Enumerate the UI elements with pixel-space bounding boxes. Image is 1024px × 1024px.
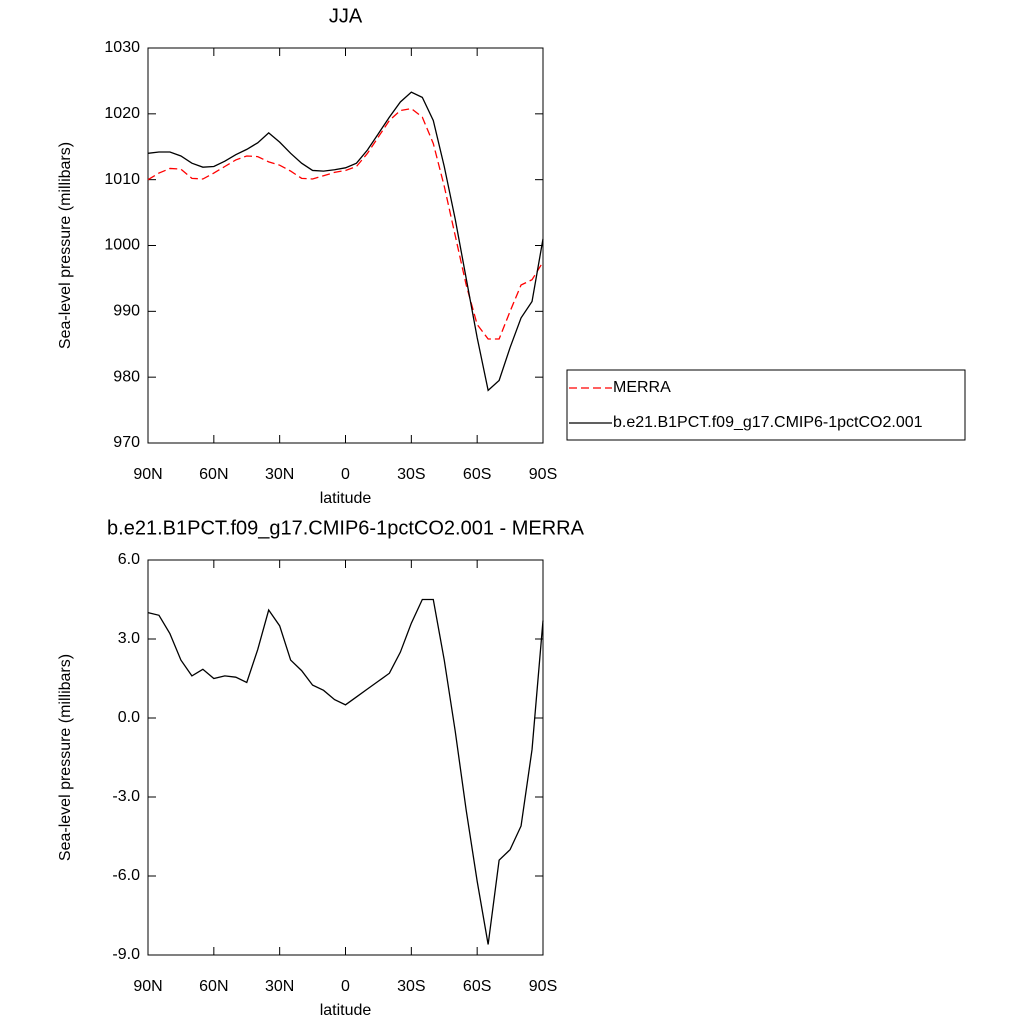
y-tick-label: 990 <box>113 303 140 320</box>
y-tick-label: 980 <box>113 368 140 385</box>
x-tick-label: 60N <box>199 978 228 995</box>
y-tick-label: 6.0 <box>118 551 140 568</box>
legend-box <box>566 369 966 441</box>
y-axis-label: Sea-level pressure (millibars) <box>57 654 74 861</box>
x-axis-label: latitude <box>320 490 372 507</box>
data-line <box>147 91 544 392</box>
y-tick-label: 1030 <box>104 39 140 56</box>
x-tick-label: 0 <box>341 466 350 483</box>
x-tick-label: 60N <box>199 466 228 483</box>
x-tick-label: 30S <box>397 466 425 483</box>
y-tick-label: 0.0 <box>118 709 140 726</box>
x-axis-label: latitude <box>320 1002 372 1019</box>
x-tick-label: 90S <box>529 466 557 483</box>
x-tick-label: 30N <box>265 466 294 483</box>
data-line <box>147 598 544 945</box>
legend-label: b.e21.B1PCT.f09_g17.CMIP6-1pctCO2.001 <box>613 414 923 431</box>
y-tick-label: 1020 <box>104 105 140 122</box>
x-tick-label: 60S <box>463 978 491 995</box>
plot-frame <box>147 559 544 956</box>
y-tick-label: 1010 <box>104 171 140 188</box>
x-tick-label: 30S <box>397 978 425 995</box>
x-tick-label: 90N <box>133 978 162 995</box>
legend-label: MERRA <box>613 379 671 396</box>
chart-title: b.e21.B1PCT.f09_g17.CMIP6-1pctCO2.001 - … <box>107 517 585 539</box>
y-tick-label: 970 <box>113 434 140 451</box>
y-axis-label: Sea-level pressure (millibars) <box>57 142 74 349</box>
x-tick-label: 0 <box>341 978 350 995</box>
x-tick-label: 90S <box>529 978 557 995</box>
y-tick-label: 1000 <box>104 237 140 254</box>
x-tick-label: 30N <box>265 978 294 995</box>
y-tick-label: -6.0 <box>112 867 140 884</box>
plot-frame <box>147 47 544 444</box>
y-tick-label: -3.0 <box>112 788 140 805</box>
x-tick-label: 90N <box>133 466 162 483</box>
x-tick-label: 60S <box>463 466 491 483</box>
chart-title: JJA <box>329 5 363 27</box>
y-tick-label: 3.0 <box>118 630 140 647</box>
data-line <box>147 107 544 340</box>
y-tick-label: -9.0 <box>112 946 140 963</box>
